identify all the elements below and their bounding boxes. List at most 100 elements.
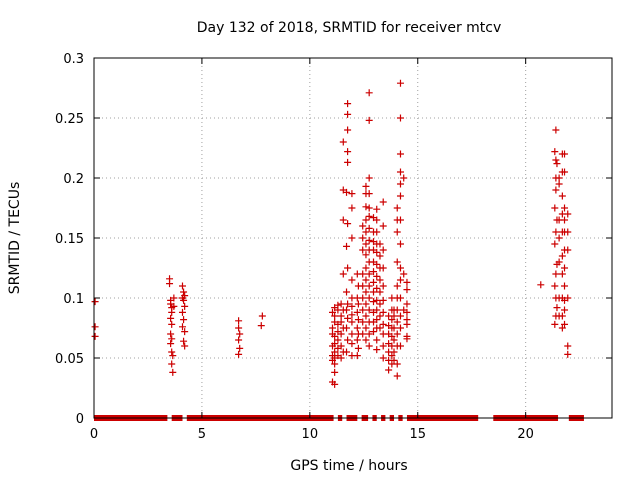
- data-point: [258, 312, 266, 320]
- data-point: [180, 288, 188, 296]
- y-tick-label: 0.25: [55, 112, 84, 127]
- data-point: [561, 306, 569, 314]
- data-point: [373, 346, 381, 354]
- data-point: [379, 246, 387, 254]
- data-point: [564, 246, 572, 254]
- data-point: [376, 276, 384, 284]
- y-axis-label: SRMTID / TECUs: [7, 182, 23, 295]
- data-point: [331, 348, 339, 356]
- data-point: [348, 190, 356, 198]
- data-point: [343, 242, 351, 250]
- data-point: [396, 180, 404, 188]
- data-point: [348, 340, 356, 348]
- data-point: [344, 126, 352, 134]
- data-point: [348, 234, 356, 242]
- data-point: [551, 204, 559, 212]
- data-point: [393, 204, 401, 212]
- data-point: [561, 204, 569, 212]
- data-point: [396, 192, 404, 200]
- data-point: [390, 324, 398, 332]
- data-point: [564, 342, 572, 350]
- data-point: [362, 182, 370, 190]
- data-point: [362, 228, 370, 236]
- data-point: [359, 270, 367, 278]
- data-point: [348, 204, 356, 212]
- data-point: [561, 168, 569, 176]
- data-point: [331, 380, 339, 388]
- data-point: [370, 298, 378, 306]
- data-point: [561, 150, 569, 158]
- data-point: [396, 150, 404, 158]
- data-point: [379, 308, 387, 316]
- data-point: [168, 308, 176, 316]
- data-point: [344, 336, 352, 344]
- data-point: [343, 324, 351, 332]
- data-point: [365, 294, 373, 302]
- data-point: [551, 240, 559, 248]
- data-point: [379, 342, 387, 350]
- data-point: [359, 234, 367, 242]
- data-point: [393, 228, 401, 236]
- data-point: [167, 330, 175, 338]
- data-point: [359, 318, 367, 326]
- data-point: [331, 340, 339, 348]
- data-point: [235, 350, 243, 358]
- y-tick-label: 0.3: [63, 52, 84, 67]
- data-point: [362, 264, 370, 272]
- data-point: [344, 110, 352, 118]
- data-point: [393, 306, 401, 314]
- data-point: [558, 312, 566, 320]
- data-point: [558, 192, 566, 200]
- data-point: [334, 336, 342, 344]
- data-point: [344, 158, 352, 166]
- data-point: [373, 296, 381, 304]
- y-tick-label: 0: [76, 412, 84, 427]
- data-point: [558, 324, 566, 332]
- data-point: [343, 348, 351, 356]
- data-point: [365, 212, 373, 220]
- data-point: [396, 240, 404, 248]
- data-point: [348, 276, 356, 284]
- data-point: [167, 340, 175, 348]
- data-point: [537, 281, 545, 289]
- data-point: [396, 342, 404, 350]
- data-point: [354, 316, 362, 324]
- data-point: [343, 288, 351, 296]
- data-point: [181, 292, 189, 300]
- data-point: [365, 270, 373, 278]
- data-point: [365, 306, 373, 314]
- data-point: [403, 320, 411, 328]
- x-axis-label: GPS time / hours: [290, 458, 407, 474]
- data-point: [365, 342, 373, 350]
- data-point: [354, 300, 362, 308]
- data-point: [370, 328, 378, 336]
- data-point: [365, 190, 373, 198]
- data-point: [403, 286, 411, 294]
- data-point: [365, 174, 373, 182]
- data-point: [362, 300, 370, 308]
- data-point: [373, 336, 381, 344]
- data-point: [373, 284, 381, 292]
- data-point: [396, 324, 404, 332]
- data-point: [373, 205, 381, 213]
- data-point: [170, 302, 178, 310]
- data-point: [403, 308, 411, 316]
- data-point: [400, 270, 408, 278]
- data-point: [379, 296, 387, 304]
- data-point: [388, 332, 396, 340]
- data-point: [344, 148, 352, 156]
- data-point: [167, 314, 175, 322]
- data-point: [551, 148, 559, 156]
- data-point: [373, 306, 381, 314]
- data-point: [180, 337, 188, 345]
- x-tick-label: 20: [517, 427, 534, 442]
- data-point: [344, 314, 352, 322]
- data-point: [388, 316, 396, 324]
- data-point: [373, 260, 381, 268]
- data-point: [561, 320, 569, 328]
- data-point: [376, 252, 384, 260]
- data-point: [344, 220, 352, 228]
- data-point: [344, 264, 352, 272]
- chart-title: Day 132 of 2018, SRMTID for receiver mtc…: [197, 20, 502, 36]
